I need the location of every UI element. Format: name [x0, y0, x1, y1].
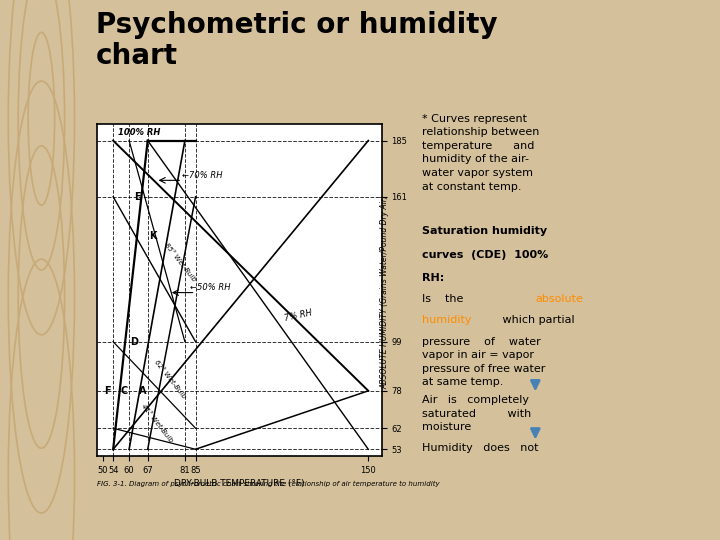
X-axis label: DRY-BULB TEMPERATURE (°F): DRY-BULB TEMPERATURE (°F)	[174, 479, 305, 488]
Text: Is    the: Is the	[422, 294, 470, 304]
Text: F: F	[104, 386, 111, 396]
Text: Psychometric or humidity
chart: Psychometric or humidity chart	[96, 11, 498, 70]
Text: 85° Wet-Bulb: 85° Wet-Bulb	[163, 242, 197, 282]
Text: K: K	[149, 232, 157, 241]
Text: curves  (CDE)  100%: curves (CDE) 100%	[422, 249, 549, 260]
Text: 100% RH: 100% RH	[119, 128, 161, 137]
Text: E: E	[134, 192, 140, 202]
Text: absolute: absolute	[535, 294, 583, 304]
Text: Air   is   completely
saturated         with
moisture: Air is completely saturated with moistur…	[422, 395, 531, 433]
Text: 41° Wet-Bulb: 41° Wet-Bulb	[140, 403, 174, 444]
Text: ←70% RH: ←70% RH	[182, 171, 222, 180]
Text: which partial: which partial	[498, 315, 575, 326]
Text: Humidity   does   not: Humidity does not	[422, 443, 539, 454]
Text: 7% RH: 7% RH	[283, 308, 312, 323]
Text: A: A	[139, 386, 146, 396]
Text: pressure    of    water
vapor in air = vapor
pressure of free water
at same temp: pressure of water vapor in air = vapor p…	[422, 336, 546, 387]
Text: RH:: RH:	[422, 273, 444, 283]
Text: C: C	[120, 386, 127, 396]
Text: ←50% RH: ←50% RH	[190, 284, 230, 292]
Text: Saturation humidity: Saturation humidity	[422, 226, 547, 236]
Text: humidity: humidity	[422, 315, 472, 326]
Text: FIG. 3-1. Diagram of psychrometric chart showing the relationship of air tempera: FIG. 3-1. Diagram of psychrometric chart…	[97, 481, 440, 487]
Text: 62° Wet-Bulb: 62° Wet-Bulb	[153, 359, 186, 400]
Text: * Curves represent
relationship between
temperature      and
humidity of the air: * Curves represent relationship between …	[422, 113, 539, 192]
Text: ABSOLUTE HUMIDITY (Grains Water/Pound Dry Air): ABSOLUTE HUMIDITY (Grains Water/Pound Dr…	[381, 194, 390, 389]
Text: D: D	[130, 337, 138, 347]
